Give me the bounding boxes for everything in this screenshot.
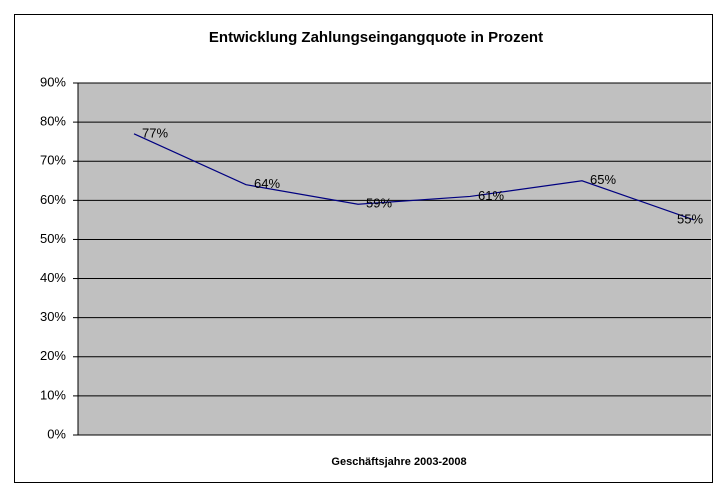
data-label: 65% [590,172,616,187]
y-tick-label: 60% [40,192,66,207]
data-label: 61% [478,188,504,203]
y-tick-label: 10% [40,387,66,402]
y-tick-label: 30% [40,309,66,324]
y-tick-label: 40% [40,270,66,285]
plot-area [78,83,711,435]
y-tick-label: 90% [40,74,66,89]
y-tick-label: 20% [40,348,66,363]
y-tick-label: 0% [47,426,66,441]
data-label: 77% [142,125,168,140]
x-axis-label: Geschäftsjahre 2003-2008 [331,456,466,468]
data-label: 55% [677,211,703,226]
y-tick-label: 70% [40,153,66,168]
chart-title: Entwicklung Zahlungseingangquote in Proz… [209,29,543,46]
data-label: 64% [254,176,280,191]
line [133,133,695,221]
y-tick-label: 80% [40,114,66,129]
y-tick-label: 50% [40,231,66,246]
data-label: 59% [366,196,392,211]
